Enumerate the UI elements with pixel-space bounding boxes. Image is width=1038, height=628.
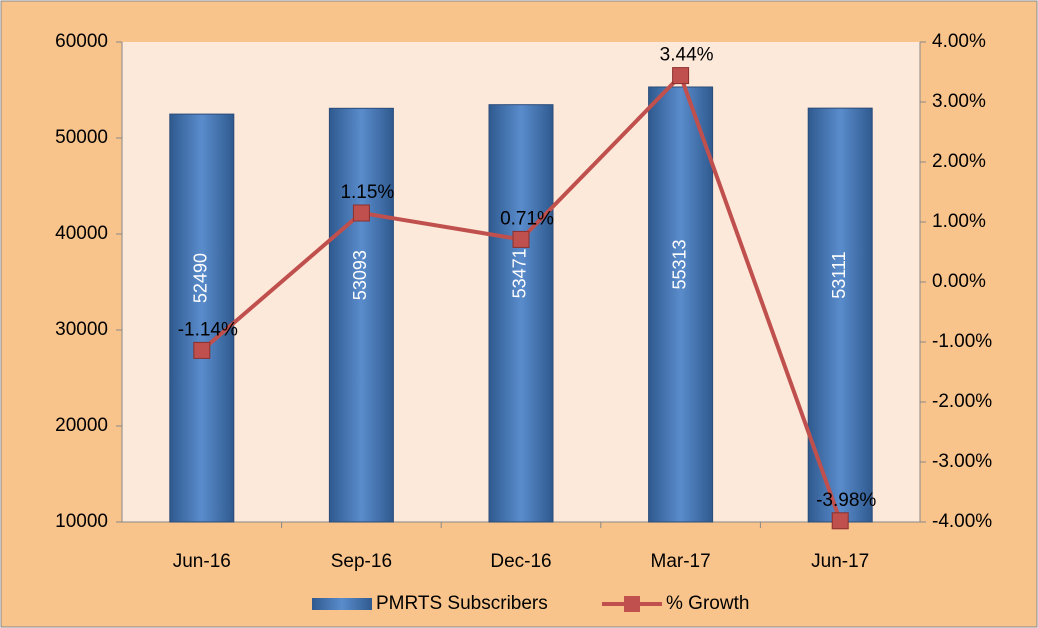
y2-tick-label: -4.00% [932, 511, 992, 532]
line-marker [672, 67, 690, 85]
y-tick-label: 50000 [55, 127, 108, 148]
bar [807, 107, 873, 523]
line-value-label: 1.15% [340, 182, 394, 203]
bar-value-label: 53093 [350, 250, 370, 300]
y-tick-label: 10000 [55, 511, 108, 532]
bar [648, 86, 714, 523]
x-tick-label: Mar-17 [651, 551, 711, 572]
y-tick-label: 30000 [55, 319, 108, 340]
y2-tick-label: 3.00% [932, 91, 986, 112]
bar-value-label: 55313 [669, 239, 689, 289]
x-tick-label: Jun-16 [173, 551, 231, 572]
line-marker [831, 512, 849, 530]
x-tick-label: Sep-16 [331, 551, 392, 572]
y-tick-label: 40000 [55, 223, 108, 244]
bar-value-label: 53471 [510, 248, 530, 298]
line-value-label: -3.98% [816, 490, 876, 511]
y2-tick-label: -2.00% [932, 391, 992, 412]
y2-tick-label: 1.00% [932, 211, 986, 232]
line-value-label: -1.14% [178, 319, 238, 340]
y-tick-label: 20000 [55, 415, 108, 436]
legend-label: % Growth [666, 593, 749, 614]
bar [488, 104, 554, 523]
y-tick-label: 60000 [55, 31, 108, 52]
y2-tick-label: 4.00% [932, 31, 986, 52]
line-marker [512, 230, 530, 248]
line-value-label: 3.44% [660, 45, 714, 66]
y2-tick-label: 2.00% [932, 151, 986, 172]
line-marker [193, 341, 211, 359]
legend-swatch [312, 598, 372, 610]
legend-swatch [624, 596, 640, 612]
bar [328, 107, 394, 523]
x-tick-label: Jun-17 [811, 551, 869, 572]
y2-tick-label: -1.00% [932, 331, 992, 352]
bar [169, 113, 235, 523]
x-tick-label: Dec-16 [490, 551, 551, 572]
legend-label: PMRTS Subscribers [376, 593, 548, 614]
bar-value-label: 53111 [829, 251, 849, 298]
y2-tick-label: 0.00% [932, 271, 986, 292]
bar-value-label: 52490 [191, 253, 211, 303]
line-value-label: 0.71% [500, 208, 554, 229]
line-marker [352, 204, 370, 222]
y2-tick-label: -3.00% [932, 451, 992, 472]
